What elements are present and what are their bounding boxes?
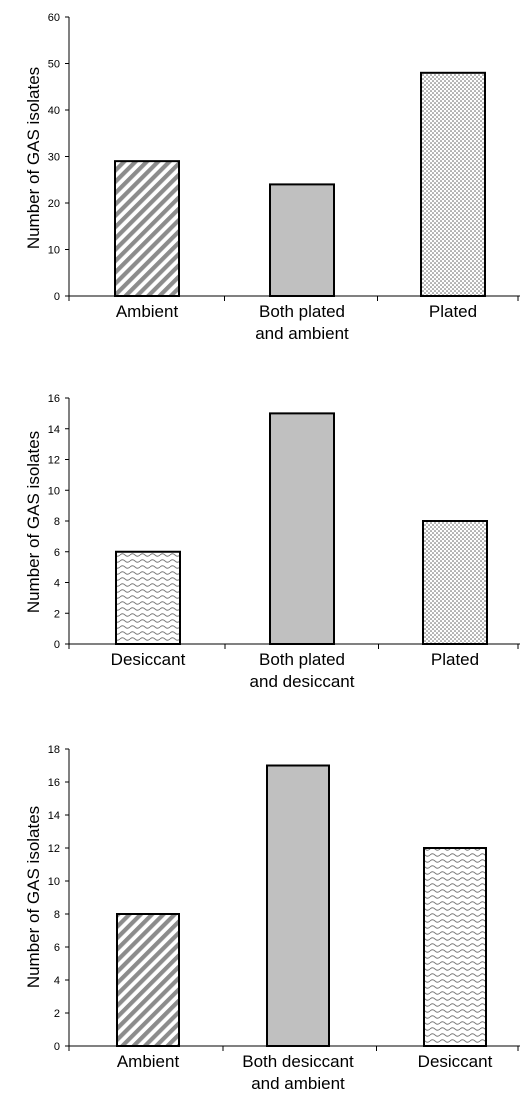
x-category-label: Both desiccant [242,1052,354,1071]
y-tick-label: 60 [48,12,60,24]
bar-plated [420,71,486,297]
x-category-label: Plated [429,302,477,321]
x-category-label: Desiccant [111,650,186,669]
bar-ambient [114,160,180,297]
y-tick-label: 2 [54,1008,60,1020]
x-category-label: and desiccant [250,672,355,691]
y-tick-label: 12 [48,455,60,467]
y-tick-label: 6 [54,942,60,954]
bar-both-plated-and-ambient [269,183,335,297]
y-tick-label: 10 [48,876,60,888]
y-tick-label: 14 [48,810,60,822]
y-axis-title: Number of GAS isolates [24,431,43,613]
y-axis-title: Number of GAS isolates [24,67,43,249]
y-tick-label: 16 [48,777,60,789]
bar-desiccant [423,847,487,1047]
x-category-label: Plated [431,650,479,669]
bar-both-plated-and-desiccant [269,412,335,645]
y-tick-label: 10 [48,245,60,257]
bar-plated [422,520,488,645]
chart-plated-vs-desiccant: 0 2 4 6 8 10 12 14 16 Desiccant Both plated and des… [24,393,520,691]
y-axis-title: Number of GAS isolates [24,806,43,988]
chart-plated-vs-ambient: 0 10 20 30 40 50 60 Ambient Both plated and ambie… [24,12,520,343]
y-tick-label: 20 [48,198,60,210]
x-category-label: Both plated [259,302,345,321]
y-tick-label: 16 [48,393,60,405]
y-tick-label: 30 [48,152,60,164]
y-tick-label: 2 [54,608,60,620]
y-tick-label: 8 [54,909,60,921]
x-category-label: Ambient [117,1052,180,1071]
x-category-label: and ambient [251,1074,345,1093]
bar-ambient [116,913,180,1047]
y-tick-label: 10 [48,485,60,497]
y-tick-label: 4 [54,975,60,987]
y-tick-label: 0 [54,291,60,303]
x-category-label: Ambient [116,302,179,321]
bar-desiccant [115,550,181,645]
y-tick-label: 12 [48,843,60,855]
x-category-label: and ambient [255,324,349,343]
y-tick-label: 8 [54,516,60,528]
x-category-label: Both plated [259,650,345,669]
y-tick-label: 50 [48,59,60,71]
y-tick-label: 4 [54,578,60,590]
y-tick-label: 0 [54,639,60,651]
y-tick-label: 6 [54,547,60,559]
bar-both-desiccant-and-ambient [266,764,330,1047]
x-category-label: Desiccant [418,1052,493,1071]
y-tick-label: 14 [48,424,60,436]
y-tick-label: 18 [48,744,60,756]
y-tick-label: 40 [48,105,60,117]
chart-desiccant-vs-ambient: 0 2 4 6 8 10 12 14 16 18 Ambient Both desiccant and … [24,744,520,1093]
y-tick-label: 0 [54,1041,60,1053]
